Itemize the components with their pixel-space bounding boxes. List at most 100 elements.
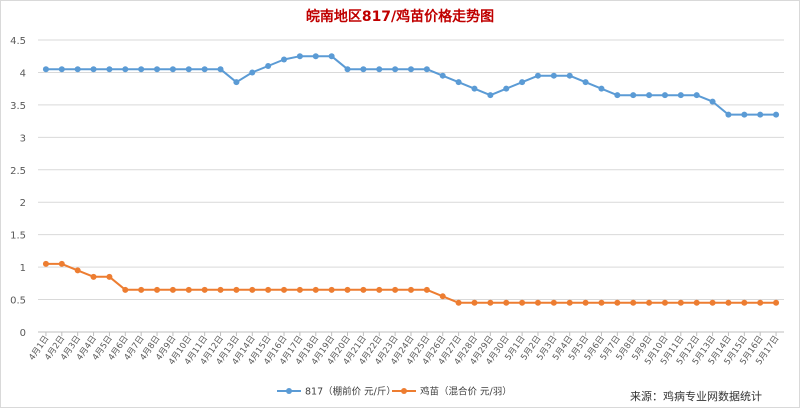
data-point bbox=[741, 111, 748, 118]
data-point bbox=[773, 111, 780, 118]
data-point bbox=[201, 66, 208, 73]
data-point bbox=[614, 92, 621, 99]
legend-label: 鸡苗（混合价 元/羽） bbox=[420, 386, 512, 398]
data-point bbox=[550, 72, 557, 79]
data-point bbox=[598, 299, 605, 306]
data-point bbox=[74, 66, 81, 73]
y-tick-label: 2.5 bbox=[10, 166, 26, 177]
data-point bbox=[233, 79, 240, 86]
data-point bbox=[360, 286, 367, 293]
data-point bbox=[138, 66, 145, 73]
legend-swatch-marker bbox=[401, 388, 407, 394]
data-point bbox=[392, 286, 399, 293]
data-point bbox=[201, 286, 208, 293]
legend-label: 817（棚前价 元/斤） bbox=[305, 386, 396, 398]
data-point bbox=[42, 260, 49, 267]
data-point bbox=[519, 299, 526, 306]
data-point bbox=[169, 286, 176, 293]
data-point bbox=[741, 299, 748, 306]
data-point bbox=[122, 286, 129, 293]
legend: 817（棚前价 元/斤） 鸡苗（混合价 元/羽） bbox=[277, 386, 512, 398]
data-point bbox=[487, 92, 494, 99]
grid-lines bbox=[38, 39, 784, 333]
data-point bbox=[233, 286, 240, 293]
y-tick-label: 0.5 bbox=[10, 296, 26, 307]
data-point bbox=[455, 79, 462, 86]
data-point bbox=[709, 98, 716, 105]
data-point bbox=[344, 66, 351, 73]
data-point bbox=[281, 56, 288, 63]
data-point bbox=[328, 286, 335, 293]
data-point bbox=[677, 299, 684, 306]
data-point bbox=[757, 111, 764, 118]
data-point bbox=[646, 92, 653, 99]
data-point bbox=[169, 66, 176, 73]
data-point bbox=[439, 293, 446, 300]
data-point bbox=[106, 66, 113, 73]
data-point bbox=[408, 286, 414, 293]
data-point bbox=[392, 66, 399, 73]
data-point bbox=[423, 66, 430, 73]
data-point bbox=[773, 299, 780, 306]
data-point bbox=[582, 299, 589, 306]
y-axis-ticks: 0 0.5 1 1.5 2 2.5 3 3.5 4 4.5 bbox=[10, 36, 26, 339]
data-point bbox=[58, 260, 65, 267]
data-point bbox=[408, 66, 414, 73]
data-point bbox=[376, 66, 383, 73]
data-point bbox=[312, 286, 319, 293]
series-line-1 bbox=[45, 55, 777, 116]
data-point bbox=[281, 286, 288, 293]
data-point bbox=[42, 66, 49, 73]
data-point bbox=[312, 53, 319, 60]
data-point bbox=[344, 286, 351, 293]
data-point bbox=[503, 299, 510, 306]
data-point bbox=[360, 66, 367, 73]
data-point bbox=[566, 72, 573, 79]
y-tick-label: 1.5 bbox=[10, 231, 26, 242]
data-point bbox=[185, 286, 192, 293]
data-point bbox=[217, 66, 224, 73]
y-tick-label: 0 bbox=[20, 328, 26, 339]
data-point bbox=[614, 299, 621, 306]
data-point bbox=[725, 299, 732, 306]
data-point bbox=[534, 72, 541, 79]
series-group bbox=[42, 53, 780, 306]
y-tick-label: 1 bbox=[20, 263, 26, 274]
y-tick-label: 2 bbox=[20, 198, 26, 209]
data-point bbox=[582, 79, 589, 86]
data-point bbox=[376, 286, 383, 293]
data-point bbox=[661, 299, 668, 306]
data-point bbox=[423, 286, 430, 293]
data-point bbox=[455, 299, 462, 306]
data-point bbox=[757, 299, 764, 306]
data-point bbox=[693, 92, 700, 99]
data-point bbox=[677, 92, 684, 99]
data-point bbox=[185, 66, 192, 73]
y-tick-label: 4.5 bbox=[10, 36, 26, 47]
data-point bbox=[74, 267, 81, 274]
y-tick-label: 3 bbox=[20, 133, 26, 144]
source-note: 来源：鸡病专业网数据统计 bbox=[630, 390, 762, 403]
x-axis-ticks: 4月1日4月2日4月3日4月4日4月5日4月6日4月7日4月8日4月9日4月10… bbox=[27, 332, 782, 367]
data-point bbox=[217, 286, 224, 293]
data-point bbox=[661, 92, 668, 99]
data-point bbox=[646, 299, 653, 306]
data-point bbox=[296, 286, 303, 293]
data-point bbox=[58, 66, 65, 73]
data-point bbox=[471, 85, 478, 92]
data-point bbox=[503, 85, 510, 92]
data-point bbox=[138, 286, 145, 293]
data-point bbox=[249, 286, 256, 293]
data-point bbox=[328, 53, 335, 60]
data-point bbox=[106, 273, 113, 280]
data-point bbox=[487, 299, 494, 306]
data-point bbox=[296, 53, 303, 60]
data-point bbox=[265, 286, 272, 293]
y-tick-label: 4 bbox=[20, 68, 26, 79]
y-tick-label: 3.5 bbox=[10, 101, 26, 112]
data-point bbox=[534, 299, 541, 306]
data-point bbox=[725, 111, 732, 118]
data-point bbox=[550, 299, 557, 306]
series-line-2 bbox=[45, 262, 777, 304]
